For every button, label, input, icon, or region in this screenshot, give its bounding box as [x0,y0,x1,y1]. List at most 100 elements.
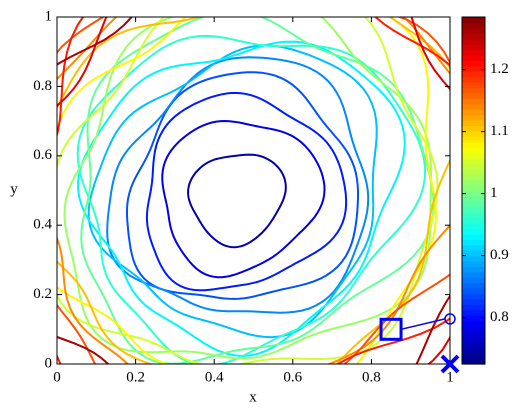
colorbar-cell [462,309,485,316]
colorbar-cell [462,136,485,143]
connector [400,318,446,331]
x-tick-label: 1 [446,369,454,385]
colorbar-cell [462,271,485,278]
colorbar-cell [462,130,485,137]
colorbar-cell [462,174,485,181]
colorbar-cell [462,76,485,83]
colorbar-cell [462,120,485,127]
colorbar-cell [462,33,485,40]
contour-line [80,17,435,364]
contour-line [76,34,427,364]
colorbar-cell [462,212,485,219]
colorbar-cell [462,147,485,154]
colorbar-cell [462,168,485,175]
contour-line [57,17,450,364]
colorbar-cell [462,109,485,116]
colorbar-cell [462,157,485,164]
colorbar-cell [462,38,485,45]
colorbar-cell [462,255,485,262]
colorbar-cell [462,358,485,365]
colorbar-cell [462,141,485,148]
colorbar-cell [462,233,485,240]
colorbar-cell [462,54,485,61]
colorbar-frame [461,16,486,365]
colorbar-cell [462,217,485,224]
y-tick-label: 0 [45,355,53,371]
colorbar-cell [462,320,485,327]
colorbar-tick-label: 1 [490,185,498,201]
y-axis-label: y [10,181,18,197]
colorbar-cell [462,206,485,213]
y-tick-label: 0.6 [33,147,52,163]
colorbar-cell [462,49,485,56]
y-tick-label: 0.4 [33,217,52,233]
contour-line [87,44,378,339]
colorbar-cell [462,282,485,289]
colorbar-cell [462,331,485,338]
colorbar-tick-label: 1.1 [490,123,509,139]
colorbar-cell [462,293,485,300]
x-tick-label: 0.8 [362,369,381,385]
colorbar-cell [462,260,485,268]
colorbar-cell [462,82,485,89]
colorbar-cell [462,190,485,197]
colorbar-cell [462,17,485,24]
contour-line [63,17,433,360]
colorbar-cell [462,125,485,132]
colorbar-tick-label: 0.9 [490,247,509,263]
colorbar-cell [462,304,485,311]
contour-plot [57,17,450,364]
x-tick-label: 0.6 [283,369,302,385]
contour-line [161,119,326,279]
colorbar-cell [462,179,485,186]
colorbar-cell [462,326,485,333]
colorbar-cell [462,195,485,202]
marker-circle [444,313,456,325]
colorbar-cell [462,201,485,208]
colorbar-cell [462,71,485,78]
colorbar-cell [462,239,485,246]
y-tick-label: 1 [45,8,53,24]
colorbar-cell [462,92,485,99]
colorbar-cell [462,60,485,67]
colorbar-cell [462,98,485,105]
colorbar-cell [462,336,485,343]
colorbar-cell [462,152,485,159]
contour-line [57,17,450,364]
colorbar-cell [462,185,485,192]
colorbar-cell [462,266,485,273]
colorbar-cell [462,288,485,295]
colorbar-cell [462,65,485,72]
colorbar-cell [462,103,485,110]
colorbar-cell [462,250,485,257]
colorbar-cell [462,114,485,121]
contour-line [57,17,439,364]
x-axis-label: x [249,389,257,405]
y-tick-label: 0.2 [33,286,52,302]
colorbar-cell [462,44,485,51]
colorbar-cell [462,298,485,305]
x-tick-label: 0 [53,369,61,385]
x-tick-label: 0.4 [205,369,224,385]
plot-frame [56,16,451,365]
contour-line [106,56,370,314]
colorbar-cell [462,87,485,94]
colorbar-cell [462,277,485,284]
colorbar-cell [462,228,485,235]
colorbar-cell [462,22,485,29]
marker-square [379,317,403,341]
x-tick-label: 0.2 [126,369,145,385]
colorbar-cell [462,27,485,34]
colorbar-cell [462,353,485,360]
colorbar-tick-label: 1.2 [490,61,509,77]
y-tick-label: 0.8 [33,78,52,94]
marker-cross [440,354,460,374]
colorbar-cell [462,163,485,170]
colorbar-cell [462,342,485,349]
colorbar-cell [462,347,485,354]
colorbar-cell [462,244,485,251]
contour-line [187,153,287,249]
contour-line [126,71,359,300]
colorbar-tick-label: 0.8 [490,309,509,325]
